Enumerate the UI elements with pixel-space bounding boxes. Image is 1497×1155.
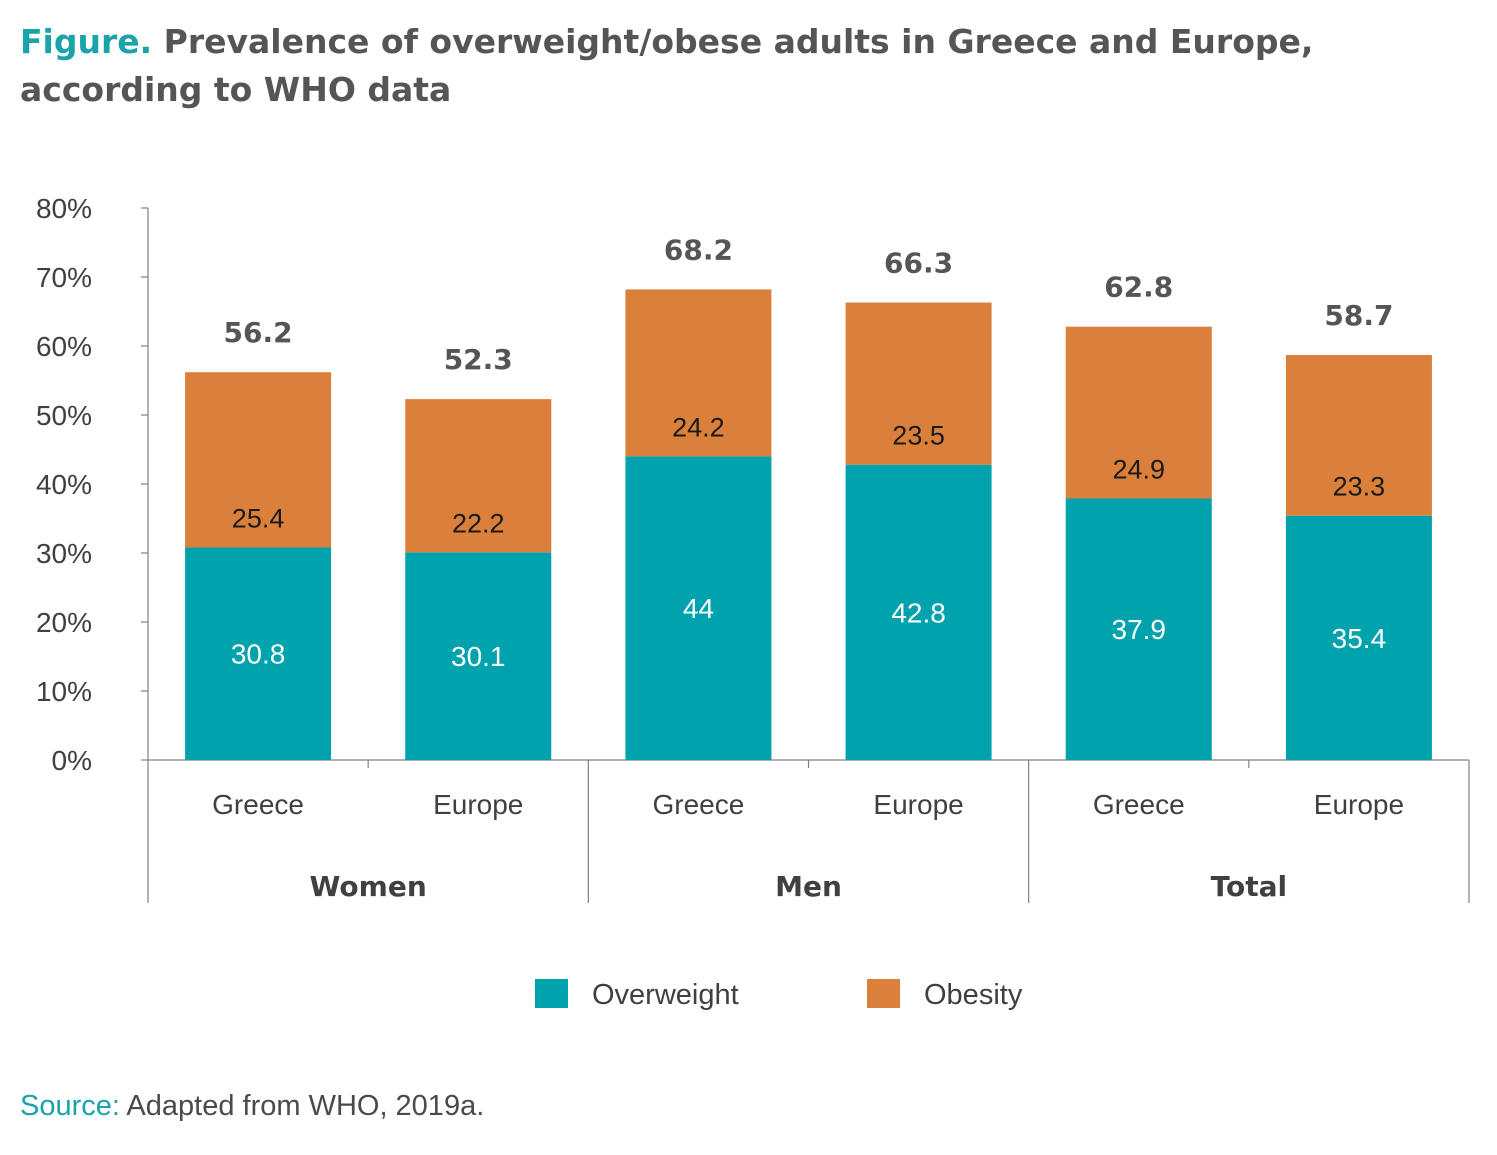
y-tick-label: 60% xyxy=(36,331,92,362)
title-text: Prevalence of overweight/obese adults in… xyxy=(20,22,1314,109)
total-value-label: 58.7 xyxy=(1324,299,1393,332)
obesity-value-label: 24.9 xyxy=(1112,454,1165,484)
x-group-label: Total xyxy=(1211,870,1288,903)
y-tick-label: 0% xyxy=(52,745,92,776)
obesity-value-label: 25.4 xyxy=(232,503,285,533)
obesity-bar xyxy=(405,399,552,553)
x-category-label: Greece xyxy=(1093,789,1185,820)
legend-label: Obesity xyxy=(924,979,1023,1011)
y-tick-label: 50% xyxy=(36,400,92,431)
obesity-bar xyxy=(185,372,332,548)
total-value-label: 52.3 xyxy=(444,343,513,376)
overweight-value-label: 30.8 xyxy=(231,639,286,670)
overweight-bar xyxy=(1285,515,1432,760)
obesity-value-label: 23.5 xyxy=(892,421,945,451)
overweight-value-label: 44 xyxy=(683,593,714,624)
overweight-bar xyxy=(405,552,552,760)
total-value-label: 56.2 xyxy=(224,316,293,349)
figure-label: Figure. xyxy=(20,22,153,61)
obesity-bar xyxy=(1065,326,1212,499)
y-tick-label: 80% xyxy=(36,193,92,224)
overweight-bar xyxy=(185,547,332,760)
x-category-label: Greece xyxy=(653,789,745,820)
x-group-label: Women xyxy=(310,870,427,903)
obesity-value-label: 23.3 xyxy=(1333,472,1386,502)
source-note: Source: Adapted from WHO, 2019a. xyxy=(20,1090,484,1123)
x-category-label: Europe xyxy=(873,789,963,820)
overweight-bar xyxy=(625,456,772,760)
y-tick-label: 70% xyxy=(36,262,92,293)
overweight-bar xyxy=(1065,498,1212,760)
y-tick-label: 40% xyxy=(36,469,92,500)
x-category-label: Europe xyxy=(1314,789,1404,820)
x-category-label: Europe xyxy=(433,789,523,820)
source-text: Adapted from WHO, 2019a. xyxy=(119,1090,485,1122)
overweight-value-label: 30.1 xyxy=(451,641,506,672)
y-tick-label: 20% xyxy=(36,607,92,638)
legend-label: Overweight xyxy=(592,979,739,1011)
total-value-label: 68.2 xyxy=(664,233,733,266)
source-label: Source: xyxy=(20,1090,120,1122)
obesity-value-label: 24.2 xyxy=(672,412,725,442)
obesity-legend-swatch xyxy=(867,979,900,1008)
obesity-value-label: 22.2 xyxy=(452,508,505,538)
total-value-label: 62.8 xyxy=(1104,271,1173,304)
overweight-value-label: 37.9 xyxy=(1112,614,1167,645)
overweight-legend-swatch xyxy=(535,979,568,1008)
x-group-label: Men xyxy=(775,870,842,903)
obesity-bar xyxy=(845,302,992,465)
y-tick-label: 30% xyxy=(36,538,92,569)
overweight-value-label: 42.8 xyxy=(891,597,946,628)
overweight-value-label: 35.4 xyxy=(1332,623,1387,654)
total-value-label: 66.3 xyxy=(884,247,953,280)
chart-title: Figure. Prevalence of overweight/obese a… xyxy=(20,18,1460,114)
overweight-bar xyxy=(845,464,992,760)
obesity-bar xyxy=(625,289,772,457)
obesity-bar xyxy=(1285,354,1432,516)
y-tick-label: 10% xyxy=(36,676,92,707)
x-category-label: Greece xyxy=(212,789,304,820)
